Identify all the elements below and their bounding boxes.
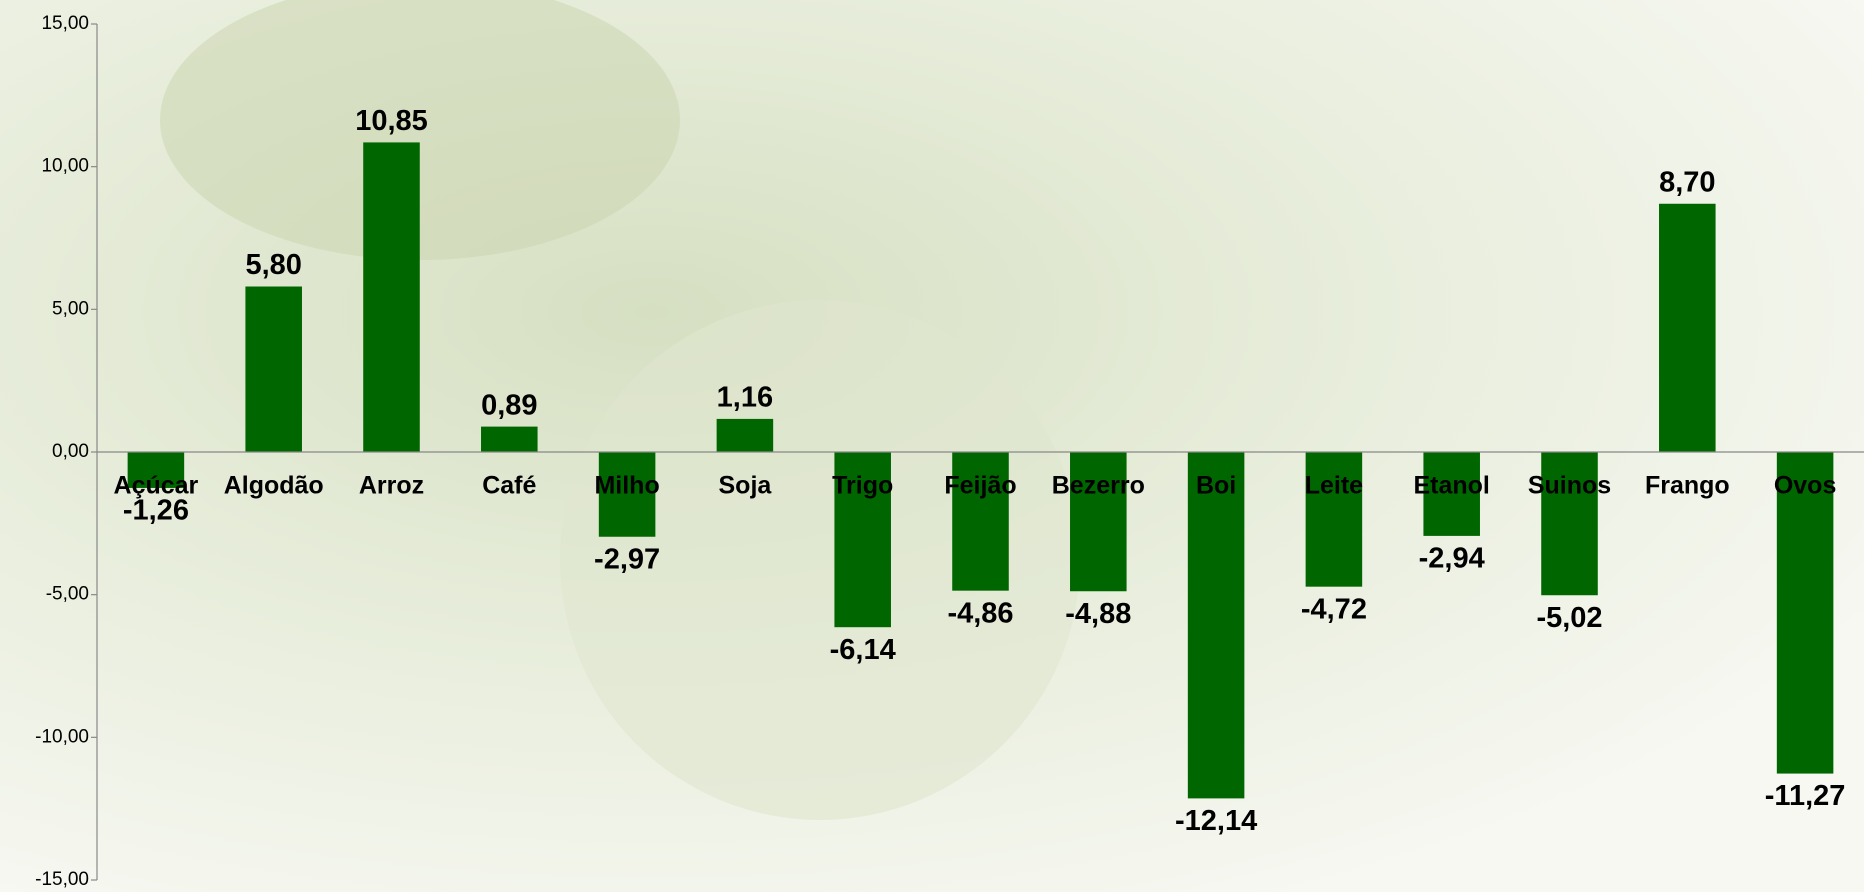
chart: -15,00-10,00-5,000,005,0010,0015,00Açúca… [0, 0, 1864, 892]
value-label: -4,86 [947, 597, 1013, 629]
value-label: 0,89 [481, 389, 537, 421]
x-tick-label: Arroz [359, 472, 424, 500]
value-label: -4,88 [1065, 598, 1131, 630]
y-tick-label: -5,00 [46, 584, 89, 605]
value-label: 5,80 [245, 249, 301, 281]
value-label: 10,85 [355, 105, 428, 137]
value-label: 8,70 [1659, 166, 1715, 198]
x-tick-label: Leite [1305, 472, 1363, 500]
x-tick-label: Ovos [1774, 472, 1837, 500]
y-tick-label: 5,00 [52, 298, 89, 319]
bar [481, 427, 538, 452]
y-tick-label: 10,00 [41, 156, 89, 177]
y-tick-label: -15,00 [35, 869, 89, 890]
x-tick-label: Soja [719, 472, 773, 500]
x-tick-label: Suinos [1528, 472, 1611, 500]
x-tick-label: Boi [1196, 472, 1236, 500]
bar [245, 287, 302, 452]
value-label: -5,02 [1536, 602, 1602, 634]
x-tick-label: Café [482, 472, 536, 500]
value-label: 1,16 [717, 382, 773, 414]
y-tick-label: -10,00 [35, 726, 89, 747]
value-label: -1,26 [123, 495, 189, 527]
value-label: -12,14 [1175, 805, 1257, 837]
x-tick-label: Feijão [944, 472, 1016, 500]
bar [1777, 452, 1834, 774]
value-label: -4,72 [1301, 593, 1367, 625]
y-tick-label: 15,00 [41, 13, 89, 34]
value-label: -6,14 [830, 634, 896, 666]
value-label: -11,27 [1765, 780, 1846, 812]
x-tick-label: Algodão [224, 472, 324, 500]
value-label: -2,97 [594, 543, 660, 575]
value-label: -2,94 [1419, 543, 1485, 575]
bar [363, 142, 420, 452]
x-tick-label: Frango [1645, 472, 1730, 500]
bar [1659, 204, 1716, 452]
x-tick-label: Milho [594, 472, 659, 500]
x-tick-label: Etanol [1413, 472, 1489, 500]
x-tick-label: Trigo [832, 472, 893, 500]
y-tick-label: 0,00 [52, 441, 89, 462]
bar [1188, 452, 1245, 798]
bar [717, 419, 774, 452]
x-tick-label: Bezerro [1052, 472, 1145, 500]
